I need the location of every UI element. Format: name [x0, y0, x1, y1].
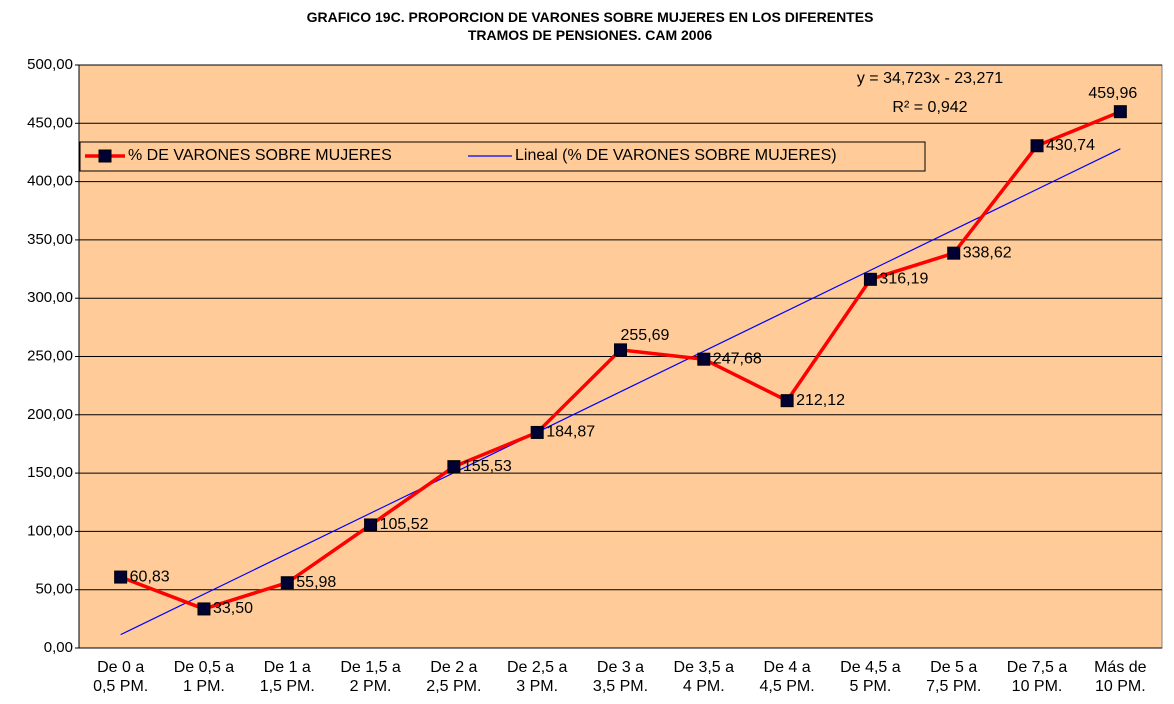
trend-r-squared: R² = 0,942 — [892, 99, 967, 116]
x-tick-label: De 1,5 a 2 PM. — [340, 659, 401, 695]
y-tick-label: 150,00 — [27, 464, 73, 481]
marker — [530, 425, 544, 439]
x-tick-label: De 3 a 3,5 PM. — [592, 659, 649, 695]
marker — [780, 394, 794, 408]
data-label: 459,96 — [1088, 85, 1137, 102]
data-label: 338,62 — [963, 244, 1012, 261]
data-label: 55,98 — [296, 574, 336, 591]
y-tick-label: 100,00 — [27, 522, 73, 539]
trend-equation: y = 34,723x - 23,271 — [857, 70, 1003, 87]
legend-label: Lineal (% DE VARONES SOBRE MUJERES) — [515, 147, 837, 164]
x-tick-label: De 7,5 a 10 PM. — [1006, 659, 1068, 695]
y-tick-label: 400,00 — [27, 173, 73, 190]
data-label: 184,87 — [546, 424, 595, 441]
data-label: 316,19 — [879, 271, 928, 288]
marker — [1030, 139, 1044, 153]
x-tick-label: De 1 a 1,5 PM. — [259, 659, 315, 695]
x-tick-label: De 3,5 a 4 PM. — [673, 659, 735, 695]
marker — [697, 352, 711, 366]
marker — [863, 272, 877, 286]
y-tick-label: 450,00 — [27, 114, 73, 131]
trendline — [120, 148, 1121, 636]
marker — [447, 460, 461, 474]
marker — [197, 602, 211, 616]
data-label: 212,12 — [796, 392, 845, 409]
marker — [1113, 105, 1127, 119]
marker — [614, 343, 627, 357]
data-label: 247,68 — [713, 350, 762, 367]
data-label: 255,69 — [621, 327, 670, 344]
legend-marker — [98, 149, 112, 163]
x-tick-label: De 5 a 7,5 PM. — [926, 659, 982, 695]
x-tick-label: De 0,5 a 1 PM. — [173, 659, 235, 695]
marker — [364, 518, 378, 532]
marker — [114, 570, 128, 584]
y-tick-label: 350,00 — [27, 231, 73, 248]
data-label: 60,83 — [130, 568, 170, 585]
x-tick-label: De 0 a 0,5 PM. — [93, 659, 149, 695]
x-tick-label: Más de 10 PM. — [1094, 659, 1147, 695]
data-label: 33,50 — [213, 600, 253, 617]
marker — [280, 576, 294, 590]
y-tick-label: 500,00 — [27, 56, 73, 73]
data-label: 430,74 — [1046, 137, 1095, 154]
legend-label: % DE VARONES SOBRE MUJERES — [128, 147, 392, 164]
y-tick-label: 300,00 — [27, 289, 73, 306]
x-tick-label: De 4,5 a 5 PM. — [840, 659, 901, 695]
marker — [947, 246, 961, 260]
y-tick-label: 250,00 — [27, 347, 73, 364]
x-tick-label: De 2 a 2,5 PM. — [426, 659, 482, 695]
data-label: 155,53 — [463, 458, 512, 475]
x-tick-label: De 4 a 4,5 PM. — [759, 659, 815, 695]
x-tick-label: De 2,5 a 3 PM. — [506, 659, 568, 695]
y-tick-label: 0,00 — [44, 639, 73, 656]
y-tick-label: 50,00 — [35, 581, 73, 598]
data-label: 105,52 — [380, 516, 429, 533]
chart-title: GRAFICO 19C. PROPORCION DE VARONES SOBRE… — [306, 9, 874, 43]
y-tick-label: 200,00 — [27, 406, 73, 423]
